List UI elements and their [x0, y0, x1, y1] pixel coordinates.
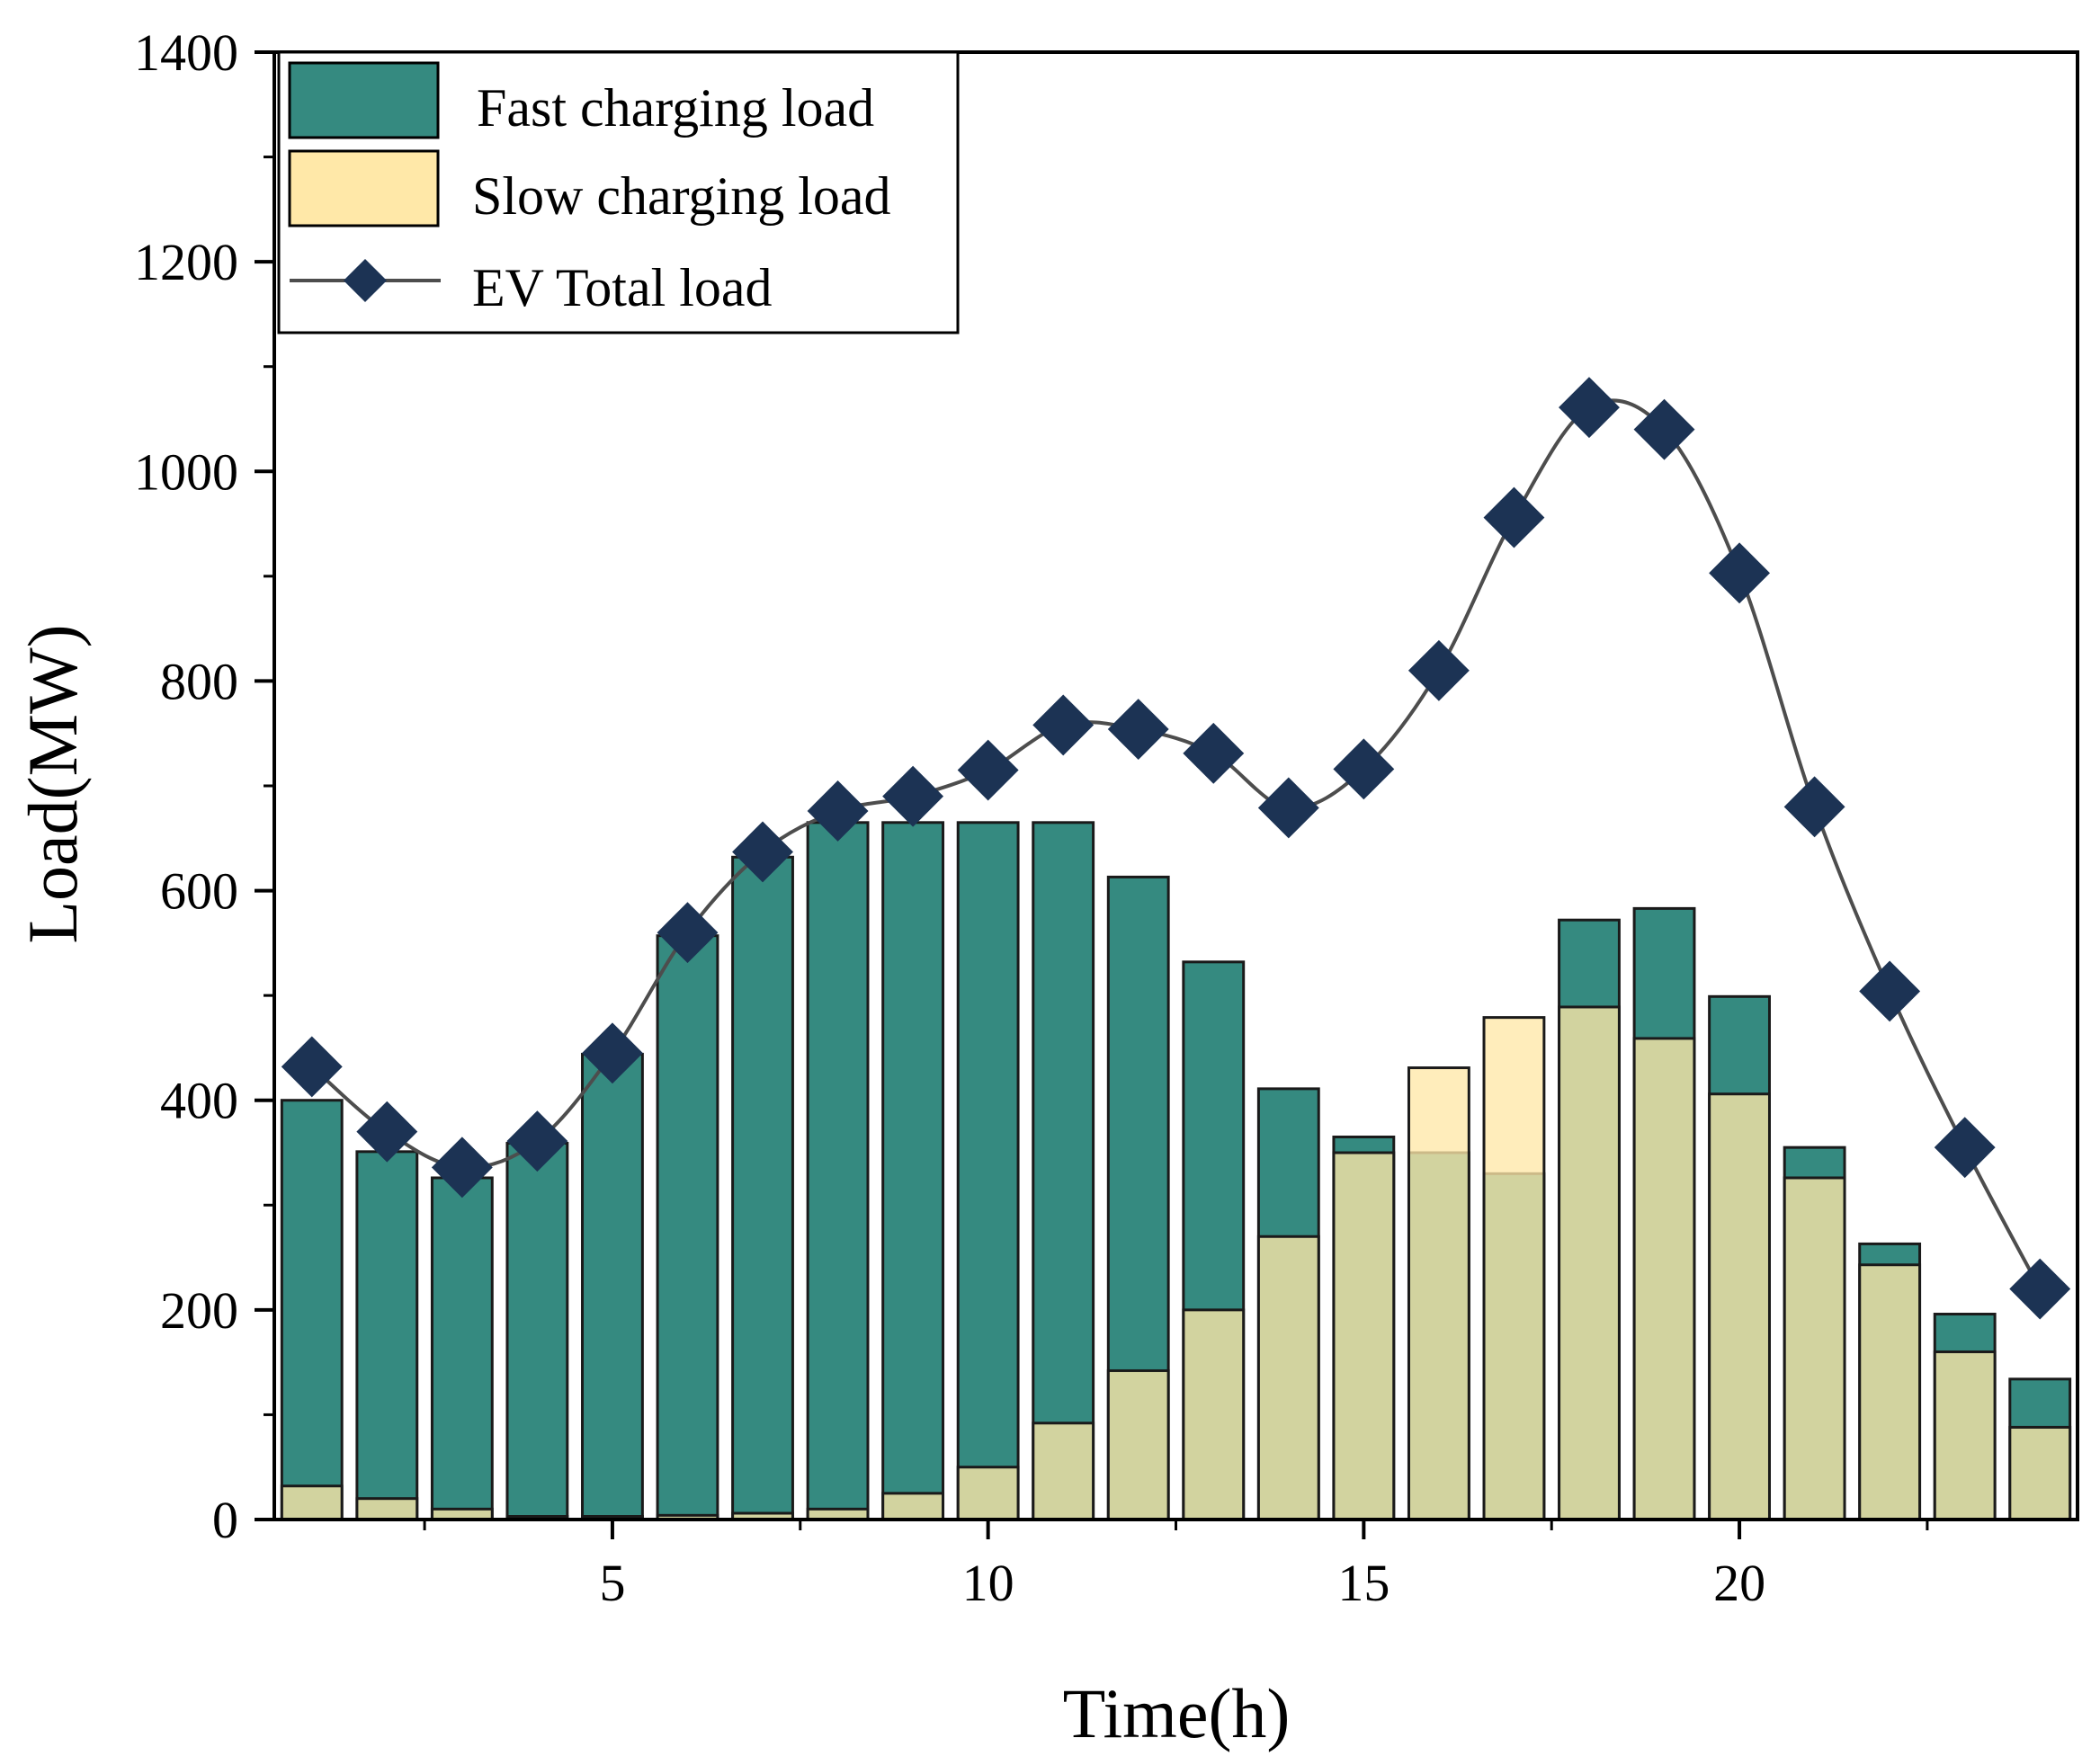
ev-total-marker-h14: [1257, 777, 1319, 839]
bar-fast-h9: [881, 821, 945, 1521]
y-tick-label-200: 200: [160, 1281, 238, 1340]
line-layer: [281, 377, 2071, 1320]
ev-total-marker-h24: [2009, 1258, 2071, 1320]
ev-total-marker-h18: [1559, 377, 1620, 439]
ev-total-marker-h21: [1783, 776, 1845, 838]
y-tick-label-800: 800: [160, 652, 238, 710]
y-tick-label-1400: 1400: [134, 23, 238, 82]
ev-total-marker-h9: [882, 765, 944, 827]
bar-slow-h17: [1482, 1016, 1546, 1521]
bar-slow-h15: [1332, 1151, 1396, 1521]
ev-total-marker-h6: [657, 902, 719, 964]
bar-fast-h1: [280, 1099, 344, 1521]
ev-total-marker-h16: [1407, 639, 1470, 701]
bar-slow-h19: [1632, 1037, 1696, 1521]
ev-total-marker-h19: [1633, 398, 1695, 460]
bar-fast-h10: [956, 821, 1020, 1521]
bar-slow-h1: [280, 1484, 344, 1521]
legend-swatch-fast: [288, 61, 440, 139]
bar-slow-h24: [2008, 1425, 2072, 1521]
ev-total-marker-h10: [957, 739, 1019, 801]
ev-total-marker-h1: [281, 1036, 343, 1098]
ev-total-marker-h8: [807, 780, 869, 842]
bar-slow-h22: [1858, 1263, 1922, 1521]
bar-fast-h8: [806, 821, 870, 1521]
bar-fast-h7: [731, 855, 794, 1521]
x-tick-label-5: 5: [599, 1554, 625, 1612]
y-axis-title: Load(MW): [13, 624, 92, 943]
x-tick-label-10: 10: [962, 1554, 1014, 1612]
bar-fast-h6: [656, 934, 719, 1521]
bars-layer: [280, 821, 2072, 1521]
ev-total-marker-h15: [1333, 738, 1395, 800]
legend-marker-total: [343, 258, 388, 303]
legend-label-total: EV Total load: [472, 258, 773, 317]
bar-fast-h4: [505, 1142, 569, 1521]
ev-total-marker-h17: [1483, 486, 1545, 548]
legend-swatch-slow: [288, 149, 440, 227]
ev-total-marker-h20: [1709, 542, 1771, 604]
y-tick-label-400: 400: [160, 1072, 238, 1130]
legend-label-slow: Slow charging load: [472, 166, 891, 226]
ev-total-marker-h23: [1934, 1117, 1996, 1179]
bar-slow-h11: [1032, 1422, 1095, 1521]
ev-total-marker-h5: [581, 1022, 643, 1084]
bar-slow-h20: [1708, 1092, 1771, 1521]
bar-fast-h11: [1032, 821, 1095, 1521]
ev-total-marker-h4: [506, 1110, 568, 1172]
bar-slow-h10: [956, 1466, 1020, 1521]
ev-total-marker-h2: [356, 1101, 418, 1163]
bar-slow-h21: [1783, 1176, 1846, 1521]
y-tick-label-600: 600: [160, 862, 238, 921]
x-tick-label-20: 20: [1713, 1554, 1765, 1612]
bar-slow-h2: [355, 1497, 419, 1521]
bar-slow-h23: [1933, 1350, 1997, 1521]
bar-slow-h12: [1106, 1368, 1170, 1521]
y-tick-label-1000: 1000: [134, 442, 238, 501]
bar-fast-h2: [355, 1150, 419, 1521]
legend: Fast charging load Slow charging load EV…: [277, 50, 960, 334]
bar-slow-h18: [1558, 1005, 1621, 1521]
bar-fast-h3: [430, 1176, 494, 1521]
y-tick-label-1200: 1200: [134, 233, 238, 291]
bar-slow-h13: [1182, 1308, 1246, 1521]
x-tick-label-15: 15: [1337, 1554, 1390, 1612]
axes-layer: 0 200 400 600 800 1000 1200 1400 5 10 15 20: [134, 23, 2079, 1612]
ev-total-marker-h11: [1032, 694, 1095, 756]
y-tick-label-0: 0: [212, 1491, 238, 1549]
legend-label-fast: Fast charging load: [477, 78, 874, 138]
bar-slow-h16: [1407, 1066, 1470, 1521]
x-axis-title: Time(h): [1063, 1674, 1291, 1752]
bar-slow-h9: [881, 1492, 945, 1521]
ev-total-marker-h12: [1107, 699, 1169, 760]
bar-slow-h14: [1256, 1235, 1320, 1521]
ev-total-marker-h22: [1859, 960, 1921, 1022]
ev-total-marker-h13: [1183, 722, 1245, 784]
ev-total-marker-h7: [732, 821, 793, 883]
bar-fast-h5: [581, 1052, 644, 1521]
ev-total-load-line: [310, 398, 2042, 1290]
